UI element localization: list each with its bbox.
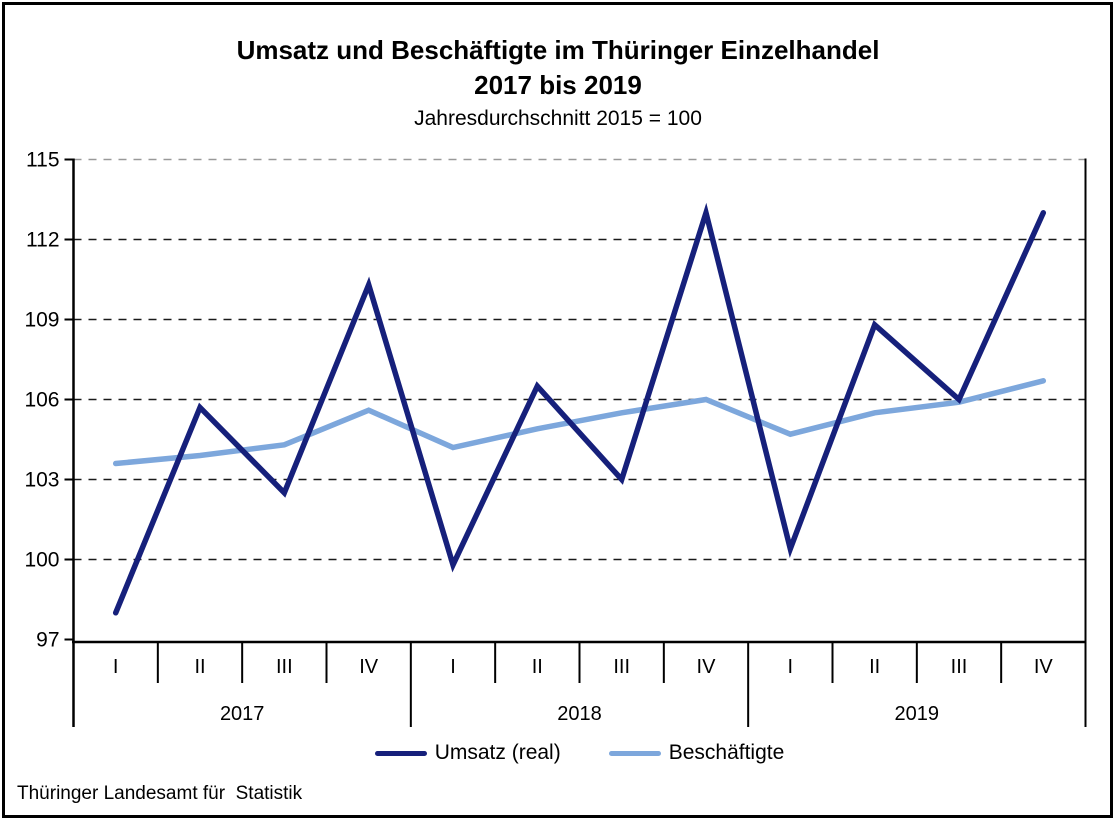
beschaeftigte-line <box>112 378 1047 467</box>
source-attribution: Thüringer Landesamt für Statistik <box>17 783 303 804</box>
umsatz-line-swatch <box>374 750 427 756</box>
y-tick-label: 103 <box>24 469 59 492</box>
y-tick-label: 109 <box>24 309 59 332</box>
quarter-label: II <box>532 656 543 678</box>
chart-title-line1: Umsatz und Beschäftigte im Thüringer Ein… <box>236 35 880 65</box>
legend-item-beschaeftigte: Beschäftigte <box>608 741 785 765</box>
y-tick-label: 97 <box>36 629 59 652</box>
year-label: 2019 <box>895 703 940 725</box>
quarter-label: I <box>788 656 794 678</box>
y-tick-label: 106 <box>24 389 59 412</box>
chart-title-line2: 2017 bis 2019 <box>474 70 642 100</box>
quarter-label: II <box>869 656 880 678</box>
y-tick-label: 100 <box>24 549 59 572</box>
quarter-label: IV <box>359 656 379 678</box>
quarter-label: III <box>951 656 968 678</box>
legend: Umsatz (real) Beschäftigte <box>73 741 1086 765</box>
quarter-label: I <box>450 656 456 678</box>
quarter-label: III <box>613 656 630 678</box>
quarter-label: IV <box>1034 656 1054 678</box>
y-tick-label: 112 <box>26 229 59 252</box>
legend-label-umsatz: Umsatz (real) <box>434 741 561 764</box>
beschaeftigte-line-swatch <box>608 750 661 756</box>
legend-label-beschaeftigte: Beschäftigte <box>668 741 785 764</box>
chart-title-block: Umsatz und Beschäftigte im Thüringer Ein… <box>0 33 1116 132</box>
quarter-label: III <box>276 656 293 678</box>
chart-subtitle: Jahresdurchschnitt 2015 = 100 <box>414 107 702 130</box>
year-label: 2017 <box>220 703 265 725</box>
quarter-label: IV <box>697 656 717 678</box>
quarter-label: II <box>194 656 205 678</box>
quarter-label: I <box>113 656 119 678</box>
year-label: 2018 <box>557 703 602 725</box>
y-tick-label: 115 <box>26 149 59 172</box>
legend-item-umsatz: Umsatz (real) <box>374 741 561 765</box>
umsatz-line <box>112 202 1047 616</box>
